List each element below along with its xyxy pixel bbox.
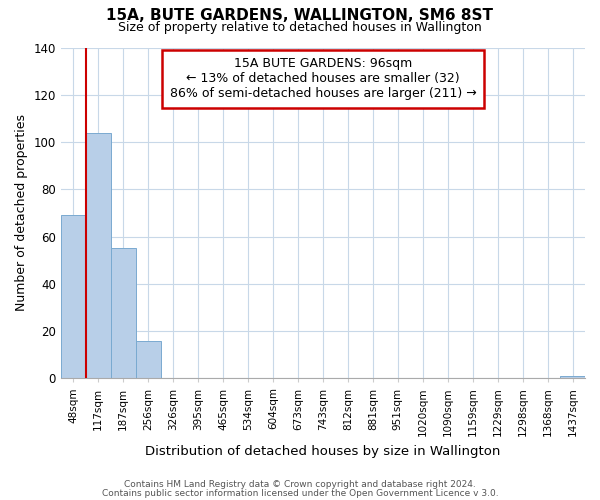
- Text: Contains HM Land Registry data © Crown copyright and database right 2024.: Contains HM Land Registry data © Crown c…: [124, 480, 476, 489]
- Bar: [61, 216, 86, 378]
- Text: 15A, BUTE GARDENS, WALLINGTON, SM6 8ST: 15A, BUTE GARDENS, WALLINGTON, SM6 8ST: [107, 8, 493, 22]
- Text: 15A BUTE GARDENS: 96sqm
← 13% of detached houses are smaller (32)
86% of semi-de: 15A BUTE GARDENS: 96sqm ← 13% of detache…: [170, 58, 476, 100]
- Bar: [136, 340, 161, 378]
- Bar: [111, 248, 136, 378]
- Bar: [86, 132, 111, 378]
- Text: Contains public sector information licensed under the Open Government Licence v : Contains public sector information licen…: [101, 488, 499, 498]
- X-axis label: Distribution of detached houses by size in Wallington: Distribution of detached houses by size …: [145, 444, 500, 458]
- Y-axis label: Number of detached properties: Number of detached properties: [15, 114, 28, 312]
- Text: Size of property relative to detached houses in Wallington: Size of property relative to detached ho…: [118, 21, 482, 34]
- Bar: [560, 376, 585, 378]
